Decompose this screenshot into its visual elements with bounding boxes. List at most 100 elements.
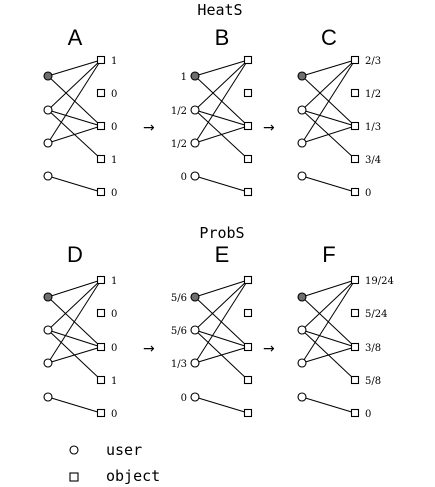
user-node xyxy=(43,292,53,302)
object-value: 0 xyxy=(365,409,371,420)
edge xyxy=(47,59,102,77)
legend-object-label: object xyxy=(106,467,160,485)
user-node xyxy=(43,358,53,368)
panel-f: F 19/24 5/24 3/8 5/8 0 xyxy=(297,242,394,420)
edge xyxy=(301,109,356,127)
object-value: 0 xyxy=(111,89,117,100)
legend: user object xyxy=(69,441,160,485)
object-node xyxy=(243,187,253,197)
edge xyxy=(301,175,356,193)
object-node xyxy=(243,308,253,318)
user-node xyxy=(190,392,200,402)
object-value: 1/3 xyxy=(365,122,381,133)
edge xyxy=(194,396,249,414)
panel-label-e: E xyxy=(215,242,230,267)
edge xyxy=(194,109,249,127)
edge xyxy=(301,59,356,111)
object-value: 1 xyxy=(111,56,117,67)
arrow-b-to-c: → xyxy=(263,120,275,136)
edge xyxy=(47,279,102,331)
edge xyxy=(194,125,249,144)
object-value: 0 xyxy=(111,309,117,320)
edge xyxy=(301,279,356,364)
object-value: 0 xyxy=(111,188,117,199)
edge xyxy=(47,329,102,348)
edge xyxy=(301,59,356,144)
edge xyxy=(47,175,102,193)
panel-label-c: C xyxy=(321,25,337,50)
object-node xyxy=(243,121,253,131)
user-node xyxy=(297,71,307,81)
edge xyxy=(301,279,356,331)
user-node xyxy=(43,138,53,148)
user-node xyxy=(297,392,307,402)
user-value: 1/2 xyxy=(171,106,187,117)
edge xyxy=(301,125,356,144)
user-node xyxy=(43,71,53,81)
object-node xyxy=(350,342,360,352)
object-node xyxy=(96,154,106,164)
object-node xyxy=(350,275,360,285)
edge xyxy=(194,279,249,331)
user-node xyxy=(190,138,200,148)
object-node xyxy=(96,55,106,65)
user-node xyxy=(190,71,200,81)
panel-a: A 1 0 0 1 0 xyxy=(43,25,117,199)
section-title-probs: ProbS xyxy=(199,224,244,242)
panel-label-d: D xyxy=(67,242,83,267)
object-value: 0 xyxy=(111,122,117,133)
user-value: 1 xyxy=(181,72,187,83)
user-value: 0 xyxy=(181,393,187,404)
edge xyxy=(194,175,249,193)
user-value: 0 xyxy=(181,172,187,183)
object-value: 0 xyxy=(365,188,371,199)
legend-user-icon xyxy=(69,445,79,455)
edge xyxy=(47,279,102,364)
object-value: 1 xyxy=(111,376,117,387)
edge xyxy=(47,59,102,111)
object-node xyxy=(243,275,253,285)
user-value: 5/6 xyxy=(171,326,187,337)
object-node xyxy=(350,88,360,98)
object-node xyxy=(350,154,360,164)
panel-label-f: F xyxy=(322,242,335,267)
edge xyxy=(194,279,249,364)
edge xyxy=(47,396,102,414)
edge xyxy=(194,346,249,364)
object-node xyxy=(243,154,253,164)
edge xyxy=(194,59,249,111)
user-node xyxy=(43,171,53,181)
object-node xyxy=(243,408,253,418)
object-node xyxy=(350,187,360,197)
object-node xyxy=(350,408,360,418)
object-value: 1 xyxy=(111,276,117,287)
object-value: 2/3 xyxy=(365,56,381,67)
object-value: 1 xyxy=(111,155,117,166)
user-node xyxy=(190,358,200,368)
panel-d: D 1 0 0 1 0 xyxy=(43,242,117,420)
edge xyxy=(47,109,102,127)
user-node xyxy=(190,292,200,302)
edge xyxy=(194,59,249,144)
edge xyxy=(47,346,102,364)
object-node xyxy=(96,88,106,98)
edge xyxy=(194,59,249,77)
object-node xyxy=(243,375,253,385)
edge xyxy=(301,329,356,348)
user-node xyxy=(297,325,307,335)
arrow-a-to-b: → xyxy=(143,120,155,136)
legend-object-icon xyxy=(69,472,79,482)
object-node xyxy=(350,121,360,131)
edge xyxy=(194,279,249,298)
edge xyxy=(47,279,102,298)
object-node xyxy=(96,308,106,318)
user-node xyxy=(190,325,200,335)
edge xyxy=(301,279,356,298)
arrow-d-to-e: → xyxy=(143,341,155,357)
user-node xyxy=(43,325,53,335)
object-node xyxy=(96,275,106,285)
edge xyxy=(301,396,356,414)
object-node xyxy=(243,342,253,352)
object-value: 5/8 xyxy=(365,376,381,387)
edge xyxy=(47,59,102,144)
